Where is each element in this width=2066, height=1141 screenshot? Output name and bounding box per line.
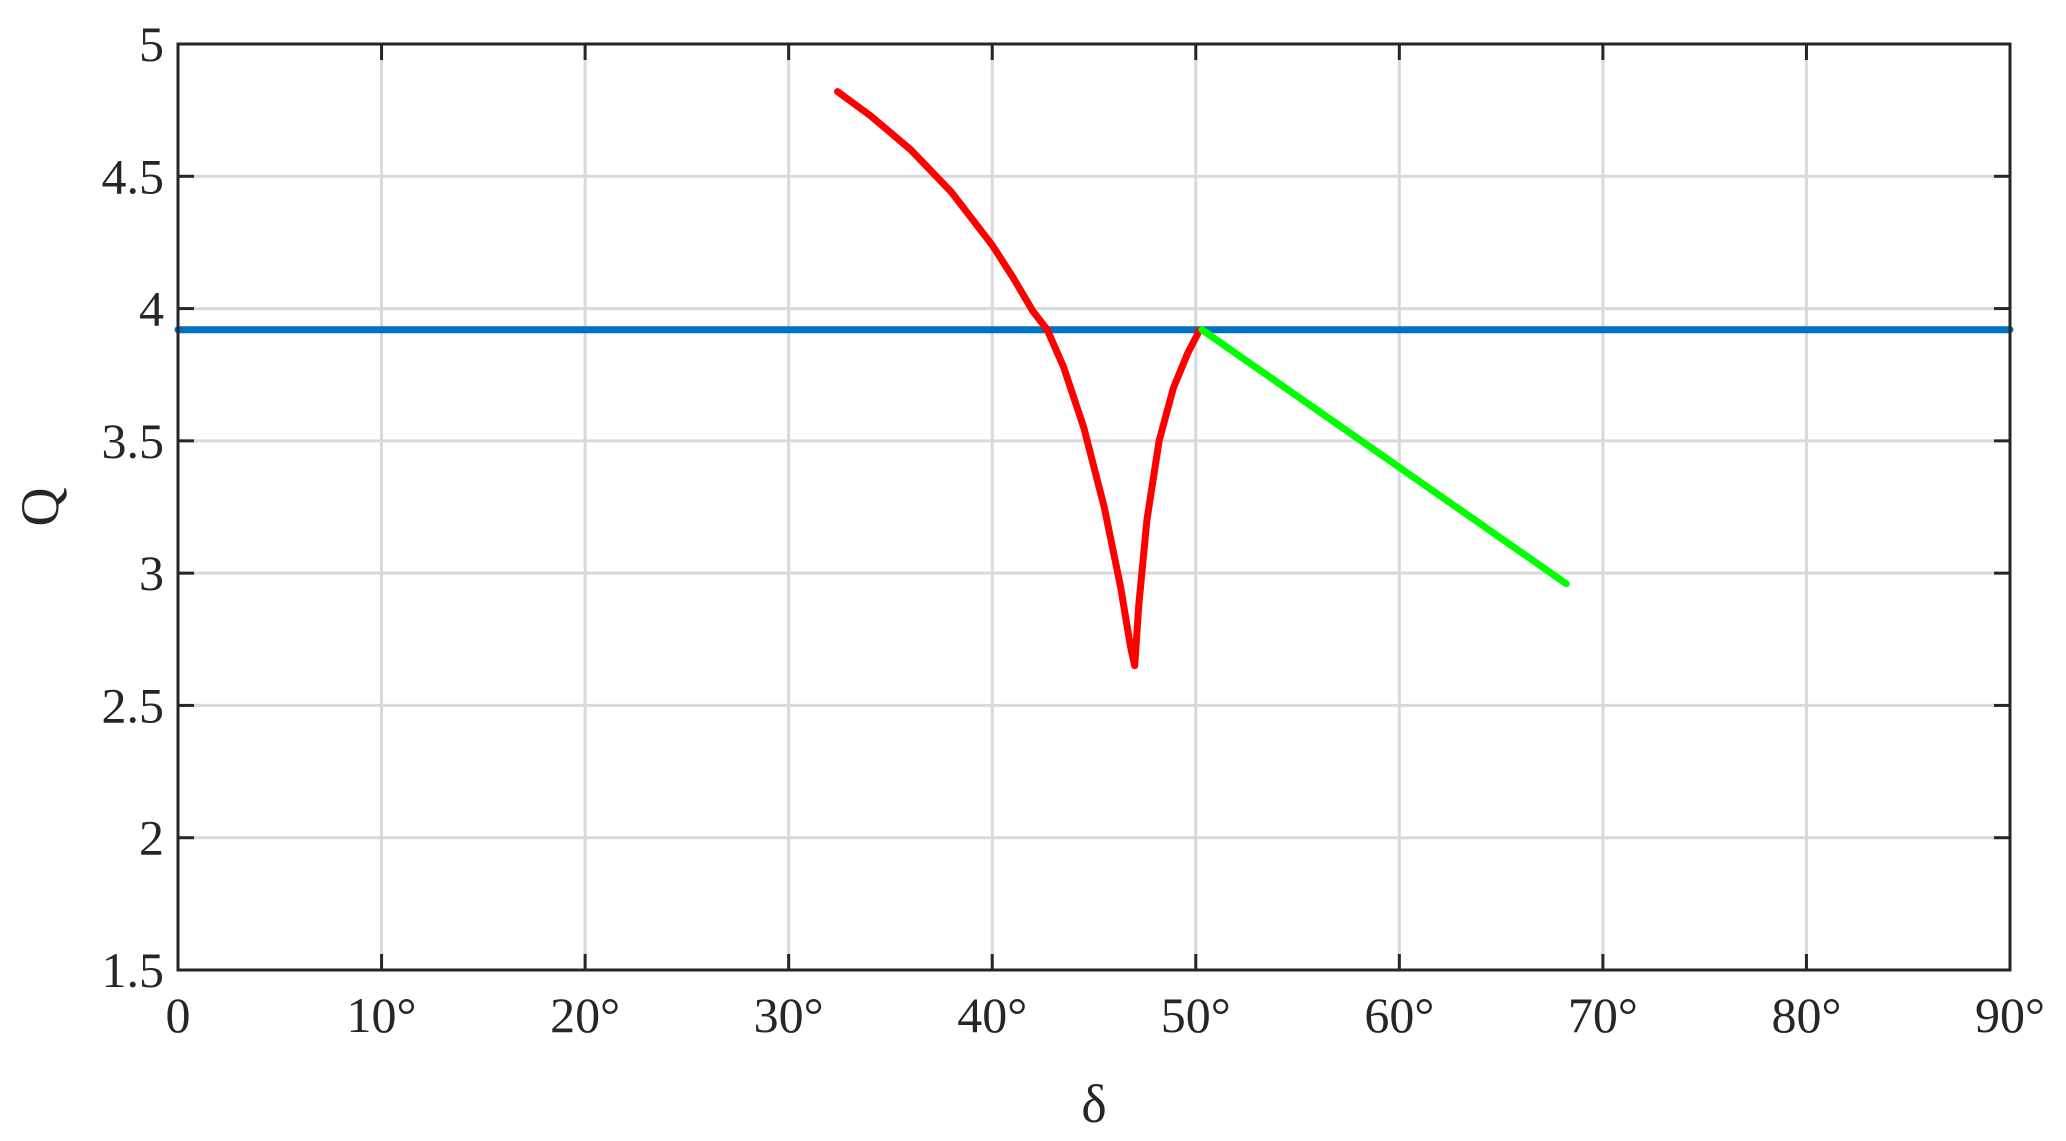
y-axis-label: Q — [10, 488, 70, 527]
y-tick-label: 3.5 — [102, 413, 165, 469]
x-tick-label: 50° — [1161, 987, 1231, 1043]
grid-lines — [178, 44, 2010, 970]
x-tick-label: 30° — [754, 987, 824, 1043]
x-tick-label: 40° — [957, 987, 1027, 1043]
x-tick-labels: 0 10° 20° 30° 40° 50° 60° 70° 80° 90° — [166, 987, 2046, 1043]
y-tick-label: 2 — [139, 810, 164, 866]
plot-area-frame — [176, 42, 2012, 972]
x-tick-label: 80° — [1771, 987, 1841, 1043]
y-tick-label: 2.5 — [102, 677, 165, 733]
y-tick-label: 3 — [139, 545, 164, 601]
x-tick-label: 60° — [1364, 987, 1434, 1043]
y-tick-label: 5 — [139, 16, 164, 72]
y-tick-label: 1.5 — [102, 942, 165, 998]
series-lines — [174, 88, 2014, 670]
tick-marks — [176, 42, 2012, 972]
series-line-2 — [834, 88, 1204, 670]
series-line-3 — [1198, 326, 1570, 588]
x-tick-label: 20° — [550, 987, 620, 1043]
y-tick-label: 4.5 — [102, 148, 165, 204]
y-tick-labels: 1.5 2 2.5 3 3.5 4 4.5 5 — [102, 16, 165, 998]
x-tick-label: 90° — [1975, 987, 2045, 1043]
x-tick-label: 0 — [166, 987, 191, 1043]
x-tick-label: 10° — [347, 987, 417, 1043]
x-tick-label: 70° — [1568, 987, 1638, 1043]
x-axis-label: δ — [1081, 1074, 1106, 1134]
y-tick-label: 4 — [139, 281, 164, 337]
